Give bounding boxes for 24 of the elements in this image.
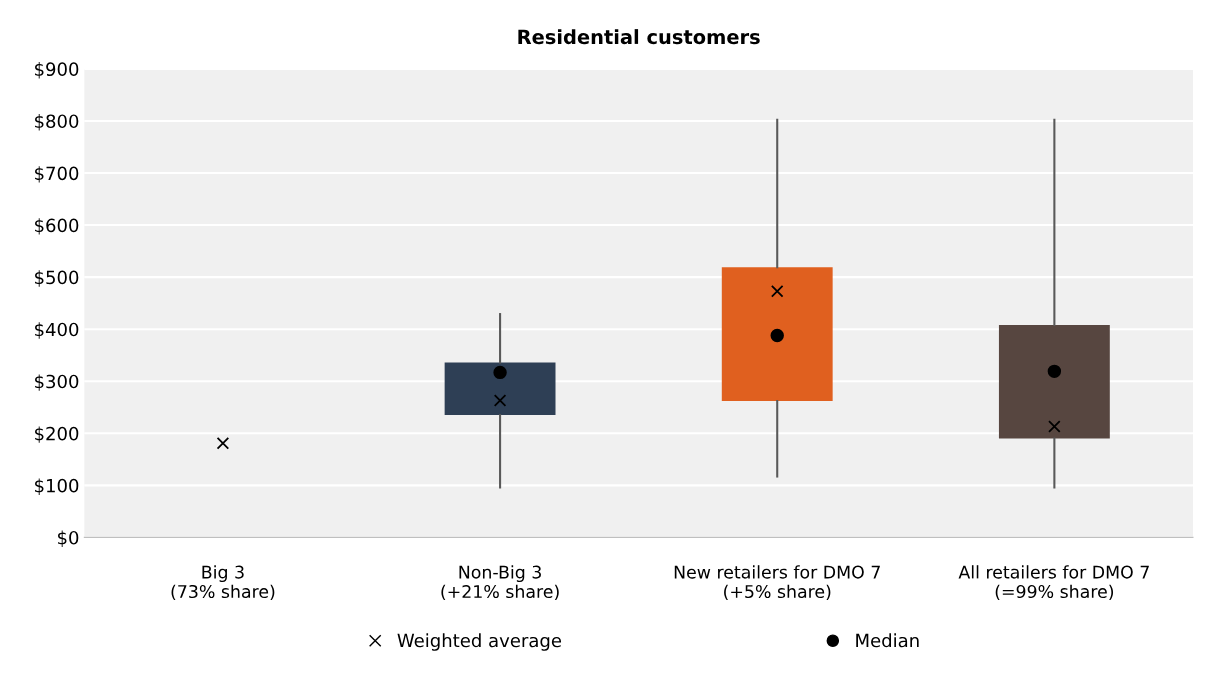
point (493, 365, 507, 380)
legend-label: Median (856, 633, 919, 648)
point (770, 284, 784, 298)
y-tick-label: $300 (35, 374, 79, 391)
y-tick-label: $100 (35, 478, 79, 495)
x-tick-label: New retailers for DMO 7 (+5% share) (674, 565, 880, 601)
x-tick-label: All retailers for DMO 7 (=99% share) (958, 565, 1149, 601)
point (1047, 364, 1062, 379)
y-tick-label: $500 (35, 270, 79, 287)
x-tick-label: Big 3 (73% share) (171, 565, 275, 601)
point (1048, 420, 1061, 433)
y-tick-label: $0 (58, 530, 79, 547)
legend-label: Weighted average (397, 633, 562, 651)
point (216, 436, 230, 450)
y-tick-label: $200 (35, 426, 79, 443)
y-tick-label: $600 (35, 218, 79, 235)
x-tick-label: Non-Big 3 (+21% share) (441, 565, 559, 601)
y-tick-label: $700 (35, 166, 79, 183)
y-tick-label: $900 (35, 62, 79, 79)
chart-title: Residential customers (518, 29, 760, 45)
point (493, 394, 507, 407)
y-tick-label: $400 (35, 322, 79, 339)
point (770, 328, 784, 343)
y-tick-label: $800 (35, 114, 79, 131)
